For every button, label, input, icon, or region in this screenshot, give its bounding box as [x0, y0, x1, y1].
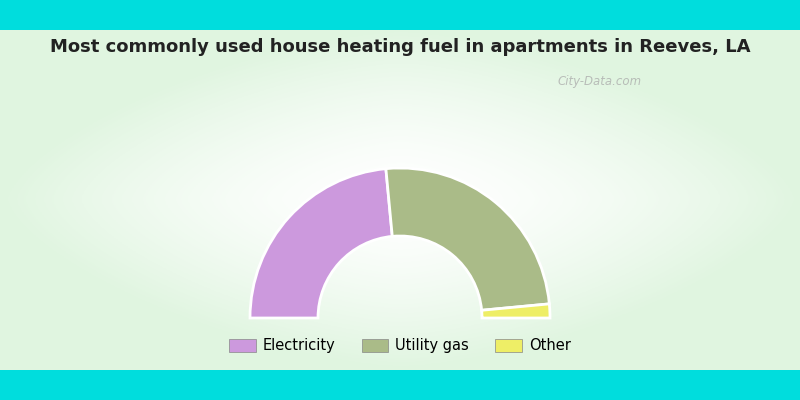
Wedge shape [482, 304, 550, 318]
Wedge shape [250, 169, 392, 318]
Text: Most commonly used house heating fuel in apartments in Reeves, LA: Most commonly used house heating fuel in… [50, 38, 750, 56]
Wedge shape [386, 168, 550, 310]
Legend: Electricity, Utility gas, Other: Electricity, Utility gas, Other [223, 333, 577, 359]
Text: City-Data.com: City-Data.com [558, 75, 642, 88]
